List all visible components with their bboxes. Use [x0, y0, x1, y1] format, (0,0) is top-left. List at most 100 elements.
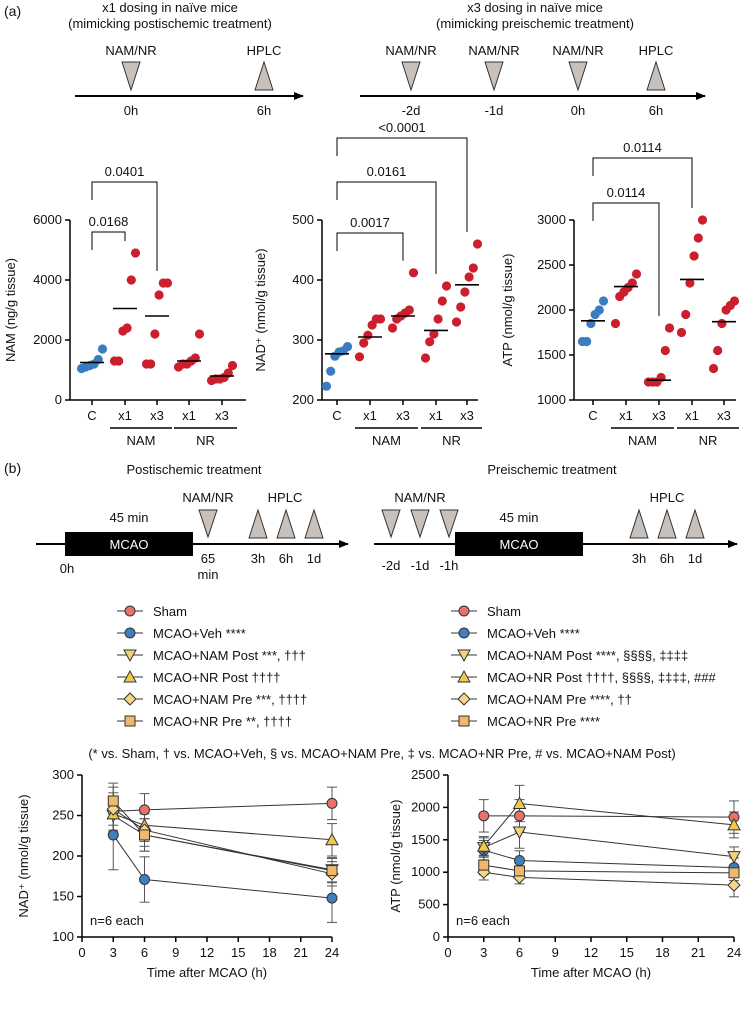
x-tick-label: x3 [717, 408, 731, 423]
data-point [321, 381, 332, 391]
p-value-label: 0.0168 [89, 214, 129, 229]
pre-hplc-triangle-1d [685, 508, 705, 539]
pre-mcao-block [455, 532, 583, 556]
left-tl-label-0: NAM/NR [105, 43, 156, 58]
series-marker [476, 839, 491, 852]
data-point [664, 323, 675, 333]
data-point [717, 318, 727, 329]
x-tick-label: 6 [141, 945, 148, 960]
series-marker [514, 810, 525, 822]
pre-duration: 45 min [499, 510, 538, 525]
data-point [150, 329, 160, 339]
series-marker [326, 797, 338, 809]
data-point [404, 305, 414, 315]
panel-b-label: (b) [4, 460, 21, 476]
x-tick-label: x1 [363, 408, 377, 423]
left-timeline: NAM/NR 0h HPLC 6h [75, 43, 304, 118]
legend-marker [457, 692, 471, 706]
group-label: NAM [628, 433, 657, 448]
pre-time-6h: 6h [660, 551, 674, 566]
pre-timeline: NAM/NR -2d -1d -1h MCAO 45 min HPLC 3h 6… [374, 490, 738, 573]
p-value-label: 0.0017 [350, 215, 390, 230]
significance-bracket [336, 232, 404, 261]
data-point [451, 317, 462, 327]
y-tick-label: 200 [292, 392, 314, 407]
p-value-label: 0.0114 [623, 140, 662, 155]
x-tick-label: x1 [429, 408, 443, 423]
post-hplc-label: HPLC [268, 490, 303, 505]
left-tl-up-triangle [254, 60, 274, 91]
y-axis-label: ATP (nmol/g tissue) [388, 800, 403, 913]
data-point [729, 296, 740, 306]
data-point [610, 318, 621, 329]
post-title: Postischemic treatment [126, 462, 261, 477]
pre-time-1d: 1d [688, 551, 702, 566]
group-label: NAM [372, 433, 401, 448]
y-tick-label: 0 [433, 929, 440, 944]
right-tl-label-0: NAM/NR [385, 43, 436, 58]
x-tick-label: 3 [480, 945, 487, 960]
left-tl-time-1: 6h [257, 103, 271, 118]
x-tick-label: 15 [231, 945, 245, 960]
pre-time--1h: -1h [440, 558, 459, 573]
x-tick-label: 18 [262, 945, 276, 960]
series-marker [727, 878, 741, 892]
y-tick-label: 1500 [411, 832, 440, 847]
significance-bracket [336, 137, 468, 232]
series-marker [512, 796, 527, 810]
y-axis-label: NAM (ng/g tissue) [3, 258, 18, 362]
x-tick-label: 6 [516, 945, 523, 960]
post-time-3h: 3h [251, 551, 265, 566]
legend-marker [123, 692, 137, 706]
y-tick-label: 1500 [537, 347, 566, 362]
y-tick-label: 4000 [33, 272, 62, 287]
series-marker [139, 873, 150, 885]
data-point [354, 352, 365, 362]
x-tick-label: 9 [552, 945, 559, 960]
data-point [363, 330, 373, 340]
series-marker [139, 829, 150, 841]
legend-marker [124, 605, 136, 617]
post-time-1d: 1d [307, 551, 321, 566]
data-point [162, 278, 173, 288]
post-mcao-label: MCAO [110, 537, 149, 552]
legend-right: Sham MCAO+Veh **** MCAO+NAM Post ****, §§§… [451, 604, 716, 729]
group-label: NAM [127, 433, 156, 448]
series-marker [514, 865, 525, 877]
scatter-chart-nad: 200 300 400 500 NAD⁺ (nmol/g tissue) C x1 x3 x1 x… [253, 120, 483, 448]
data-point [122, 323, 132, 333]
panel-a-label: (a) [4, 3, 21, 19]
data-point [326, 366, 336, 376]
legend-left: Sham MCAO+Veh **** MCAO+NAM Post ***, ††† M… [117, 604, 307, 729]
x-tick-label: 21 [691, 945, 705, 960]
legend-label: MCAO+NAM Pre ***, †††† [153, 692, 307, 707]
x-tick-label: x3 [652, 408, 666, 423]
y-tick-label: 300 [52, 767, 74, 782]
legend-marker [457, 649, 471, 663]
data-point [631, 269, 642, 279]
y-tick-label: 1000 [411, 864, 440, 879]
post-drug-time-2: min [198, 567, 219, 582]
data-point [146, 359, 156, 369]
right-tl-time-1: -1d [485, 103, 504, 118]
y-tick-label: 500 [292, 212, 314, 227]
data-point [676, 327, 687, 338]
series-marker [514, 855, 525, 867]
data-point [420, 353, 431, 363]
legend-label: MCAO+NAM Post ****, §§§§, ‡‡‡‡ [487, 648, 688, 663]
data-point [425, 337, 435, 347]
left-title-1: x1 dosing in naïve mice [102, 0, 238, 15]
sample-size-note: n=6 each [456, 913, 510, 928]
series-marker [727, 817, 741, 831]
data-point [697, 215, 708, 225]
series-marker [139, 804, 150, 816]
x-tick-label: 12 [584, 945, 598, 960]
y-axis-label: ATP (nmol/g tissue) [500, 254, 515, 367]
data-point [97, 344, 108, 354]
right-tl-time-2: 0h [571, 103, 585, 118]
sample-size-note: n=6 each [90, 913, 144, 928]
series-marker [728, 867, 740, 879]
right-title-2: (mimicking preischemic treatment) [436, 16, 634, 31]
y-tick-label: 500 [418, 897, 440, 912]
x-tick-label: x1 [182, 408, 196, 423]
